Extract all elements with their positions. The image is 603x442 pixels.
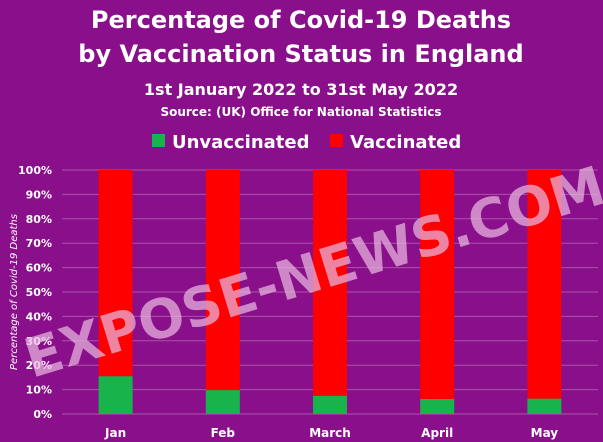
- x-tick-label: May: [531, 426, 559, 440]
- y-tick-label: 30%: [26, 335, 52, 348]
- x-axis-ticks: Jan Feb March April May: [104, 426, 558, 440]
- bar-vaccinated-jan: [98, 170, 133, 377]
- bar-vaccinated-may: [527, 170, 562, 399]
- legend-swatch-unvaccinated: [152, 134, 165, 147]
- legend-label-vaccinated: Vaccinated: [350, 132, 461, 153]
- y-tick-label: 60%: [26, 262, 52, 275]
- bar-unvaccinated-march: [313, 395, 347, 414]
- y-axis-ticks: 0% 10% 20% 30% 40% 50% 60% 70% 80% 90% 100%: [18, 164, 52, 421]
- bar-vaccinated-march: [313, 170, 347, 396]
- y-tick-label: 0%: [33, 408, 52, 421]
- y-tick-label: 100%: [18, 164, 52, 177]
- y-tick-label: 80%: [26, 213, 52, 226]
- x-tick-label: Feb: [211, 426, 236, 440]
- bar-unvaccinated-feb: [205, 390, 240, 414]
- x-tick-label: Jan: [104, 426, 126, 440]
- chart-title-line-1: Percentage of Covid-19 Deaths: [91, 6, 511, 34]
- bar-unvaccinated-may: [527, 398, 562, 414]
- y-tick-label: 70%: [26, 237, 52, 250]
- bar-vaccinated-feb: [205, 170, 240, 391]
- legend-label-unvaccinated: Unvaccinated: [172, 132, 309, 153]
- chart-subtitle: 1st January 2022 to 31st May 2022: [144, 80, 458, 99]
- chart-source: Source: (UK) Office for National Statist…: [160, 105, 441, 119]
- y-tick-label: 40%: [26, 310, 52, 323]
- x-tick-label: April: [421, 426, 453, 440]
- bar-unvaccinated-jan: [98, 376, 133, 414]
- y-tick-label: 50%: [26, 286, 52, 299]
- y-tick-label: 20%: [26, 359, 52, 372]
- bar-unvaccinated-april: [420, 398, 455, 414]
- bar-vaccinated-april: [420, 170, 455, 399]
- y-tick-label: 90%: [26, 188, 52, 201]
- chart-title-line-2: by Vaccination Status in England: [78, 40, 523, 68]
- y-tick-label: 10%: [26, 384, 52, 397]
- bars: [98, 170, 562, 414]
- legend: Unvaccinated Vaccinated: [152, 132, 461, 153]
- legend-swatch-vaccinated: [330, 134, 343, 147]
- y-axis-label: Percentage of Covid-19 Deaths: [9, 214, 20, 370]
- x-tick-label: March: [309, 426, 351, 440]
